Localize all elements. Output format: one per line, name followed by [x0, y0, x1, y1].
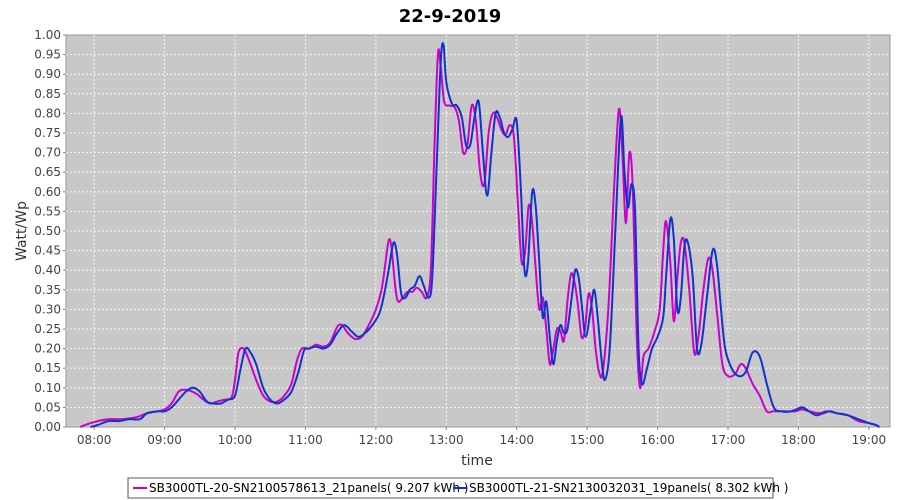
x-tick-label: 11:00 — [288, 433, 323, 447]
y-tick-label: 0.50 — [34, 224, 61, 238]
y-tick-label: 0.85 — [34, 87, 61, 101]
series-layer — [79, 42, 880, 428]
x-tick-label: 19:00 — [852, 433, 887, 447]
x-tick-label: 14:00 — [499, 433, 534, 447]
x-tick-label: 18:00 — [781, 433, 816, 447]
y-tick-label: 0.35 — [34, 283, 61, 297]
series-line-2 — [90, 42, 880, 428]
y-tick-label: 0.10 — [34, 381, 61, 395]
legend-label-series-1: SB3000TL-20-SN2100578613_21panels( 9.207… — [149, 481, 468, 495]
chart-title: 22-9-2019 — [399, 6, 502, 27]
x-tick-label: 15:00 — [570, 433, 605, 447]
x-tick-label: 16:00 — [640, 433, 675, 447]
x-axis: 08:00 09:00 10:00 11:00 12:00 13:00 14:00 15:00… — [77, 427, 886, 447]
legend: SB3000TL-20-SN2100578613_21panels( 9.207… — [127, 477, 788, 499]
x-tick-label: 12:00 — [359, 433, 394, 447]
x-tick-label: 09:00 — [147, 433, 182, 447]
legend-label-series-2: SB3000TL-21-SN2130032031_19panels( 8.302… — [469, 481, 788, 495]
y-axis-label: Watt/Wp — [14, 201, 30, 261]
y-tick-label: 0.25 — [34, 322, 61, 336]
y-tick-label: 0.90 — [34, 67, 61, 81]
x-tick-label: 17:00 — [711, 433, 746, 447]
y-tick-label: 0.15 — [34, 361, 61, 375]
y-tick-label: 0.00 — [34, 420, 61, 434]
y-tick-label: 0.45 — [34, 244, 61, 258]
x-tick-label: 10:00 — [218, 433, 253, 447]
y-tick-label: 0.20 — [34, 342, 61, 356]
x-tick-label: 13:00 — [429, 433, 464, 447]
y-tick-label: 0.30 — [34, 302, 61, 316]
y-tick-label: 1.00 — [34, 28, 61, 42]
x-tick-label: 08:00 — [77, 433, 112, 447]
y-tick-label: 0.75 — [34, 126, 61, 140]
legend-box — [127, 477, 774, 499]
y-tick-label: 0.80 — [34, 106, 61, 120]
y-tick-label: 0.70 — [34, 146, 61, 160]
y-tick-label: 0.65 — [34, 165, 61, 179]
y-tick-label: 0.95 — [34, 48, 61, 62]
y-axis: 0.00 0.05 0.10 0.15 0.20 0.25 0.30 0.35 0.40 0.45… — [34, 28, 66, 434]
y-tick-label: 0.05 — [34, 400, 61, 414]
y-tick-label: 0.60 — [34, 185, 61, 199]
y-tick-label: 0.55 — [34, 204, 61, 218]
y-tick-label: 0.40 — [34, 263, 61, 277]
x-axis-label: time — [461, 453, 493, 469]
